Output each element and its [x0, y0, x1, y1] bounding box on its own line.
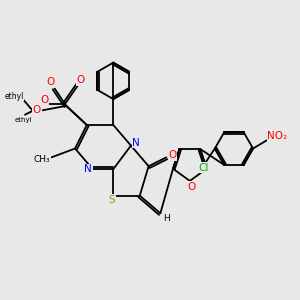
Text: O: O	[33, 105, 41, 115]
Text: ethyl: ethyl	[4, 92, 24, 101]
Text: S: S	[109, 195, 115, 205]
Text: ethyl: ethyl	[15, 117, 32, 123]
Text: O: O	[187, 182, 195, 192]
Text: O: O	[77, 75, 85, 85]
Text: CH₃: CH₃	[34, 155, 50, 164]
Text: O: O	[40, 95, 48, 105]
Text: Cl: Cl	[199, 163, 209, 173]
Text: N: N	[84, 164, 92, 174]
Text: O: O	[46, 77, 54, 87]
Text: N: N	[132, 138, 140, 148]
Text: NO₂: NO₂	[267, 131, 287, 141]
Text: O: O	[169, 150, 177, 160]
Text: H: H	[164, 214, 170, 223]
